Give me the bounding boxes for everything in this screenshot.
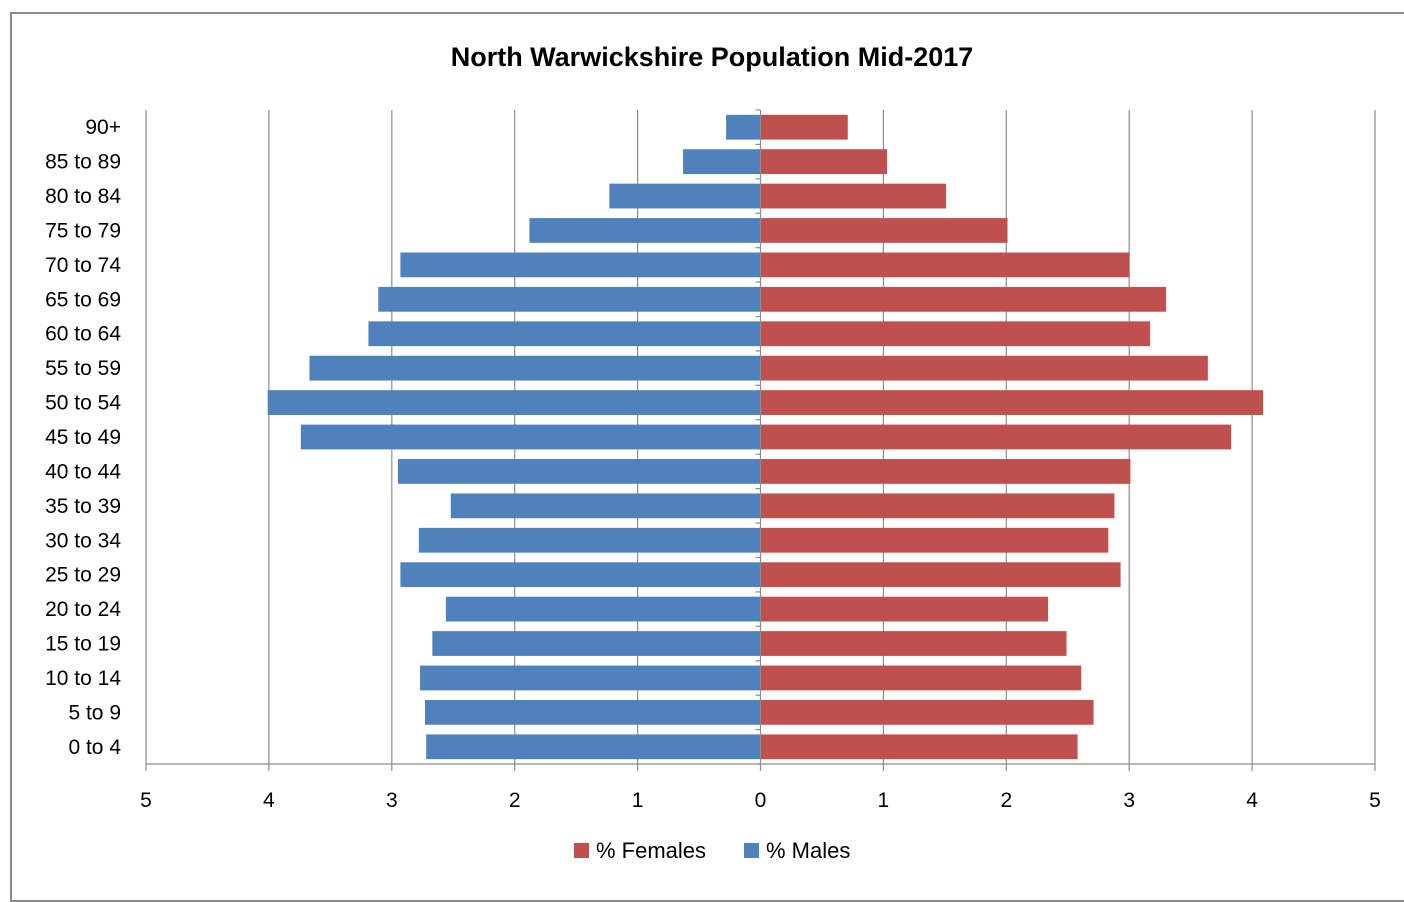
bar-females <box>760 321 1151 347</box>
bar-females <box>760 493 1115 519</box>
y-tick-label: 10 to 14 <box>45 667 121 690</box>
bar-males <box>450 493 761 519</box>
bar-females <box>760 183 947 209</box>
y-tick-label: 0 to 4 <box>68 736 121 759</box>
bar-females <box>760 734 1078 760</box>
bar-males <box>400 562 761 588</box>
y-tick-label: 90+ <box>85 116 121 139</box>
y-tick-label: 25 to 29 <box>45 564 121 587</box>
bar-females <box>760 355 1208 381</box>
bar-males <box>300 424 761 450</box>
bar-females <box>760 562 1121 588</box>
bar-males <box>267 390 761 415</box>
bar-males <box>426 734 761 760</box>
x-tick-label: 2 <box>509 789 521 812</box>
bar-females <box>760 114 848 140</box>
bar-females <box>760 252 1130 278</box>
bar-males <box>609 183 761 209</box>
legend-label-females: % Females <box>596 838 706 863</box>
legend: % Females % Males <box>574 838 850 863</box>
bar-males <box>420 665 761 691</box>
y-tick-label: 50 to 54 <box>45 392 121 415</box>
bar-females <box>760 424 1232 450</box>
legend-swatch-males <box>744 843 759 858</box>
y-tick-label: 35 to 39 <box>45 495 121 518</box>
y-tick-label: 80 to 84 <box>45 185 121 208</box>
bar-males <box>683 149 761 175</box>
x-tick-label: 1 <box>878 789 890 812</box>
bar-females <box>760 149 888 175</box>
bar-females <box>760 596 1049 622</box>
x-tick-label: 5 <box>140 789 152 812</box>
bar-males <box>368 321 761 347</box>
bar-females <box>760 286 1167 312</box>
y-tick-label: 70 to 74 <box>45 254 121 277</box>
x-tick-label: 4 <box>263 789 275 812</box>
bar-males <box>424 699 761 725</box>
y-tick-label: 75 to 79 <box>45 219 121 242</box>
bar-males <box>397 459 761 484</box>
bar-males <box>529 218 761 243</box>
bar-females <box>760 390 1264 415</box>
bar-females <box>760 699 1094 725</box>
bar-males <box>400 252 761 278</box>
x-tick-label: 0 <box>755 789 767 812</box>
bar-males <box>445 596 761 622</box>
y-tick-label: 20 to 24 <box>45 598 121 621</box>
axes: 0 to 4 5 to 9 10 to 14 15 to 19 20 to 24 25 t… <box>45 109 1381 812</box>
x-tick-label: 2 <box>1000 789 1012 812</box>
x-tick-label: 4 <box>1246 789 1258 812</box>
bar-females <box>760 665 1082 691</box>
legend-swatch-females <box>574 843 589 858</box>
legend-label-males: % Males <box>766 838 850 863</box>
x-tick-label: 1 <box>632 789 644 812</box>
y-tick-label: 65 to 69 <box>45 288 121 311</box>
bar-males <box>309 355 761 381</box>
x-tick-label: 5 <box>1369 789 1381 812</box>
y-tick-label: 45 to 49 <box>45 426 121 449</box>
bar-males <box>432 631 761 656</box>
bar-females <box>760 459 1131 484</box>
y-tick-label: 40 to 44 <box>45 460 121 483</box>
y-tick-label: 85 to 89 <box>45 151 121 174</box>
x-tick-label: 3 <box>386 789 398 812</box>
bar-females <box>760 527 1109 553</box>
bar-males <box>726 114 761 140</box>
y-tick-label: 30 to 34 <box>45 529 121 552</box>
bars <box>267 114 1264 760</box>
bar-females <box>760 218 1008 243</box>
y-tick-label: 5 to 9 <box>68 701 121 724</box>
bar-females <box>760 631 1067 656</box>
bar-males <box>418 527 761 553</box>
y-tick-label: 15 to 19 <box>45 633 121 656</box>
y-tick-label: 60 to 64 <box>45 323 121 346</box>
chart-title: North Warwickshire Population Mid-2017 <box>451 42 974 72</box>
y-tick-label: 55 to 59 <box>45 357 121 380</box>
bar-males <box>378 286 761 312</box>
x-tick-label: 3 <box>1123 789 1135 812</box>
